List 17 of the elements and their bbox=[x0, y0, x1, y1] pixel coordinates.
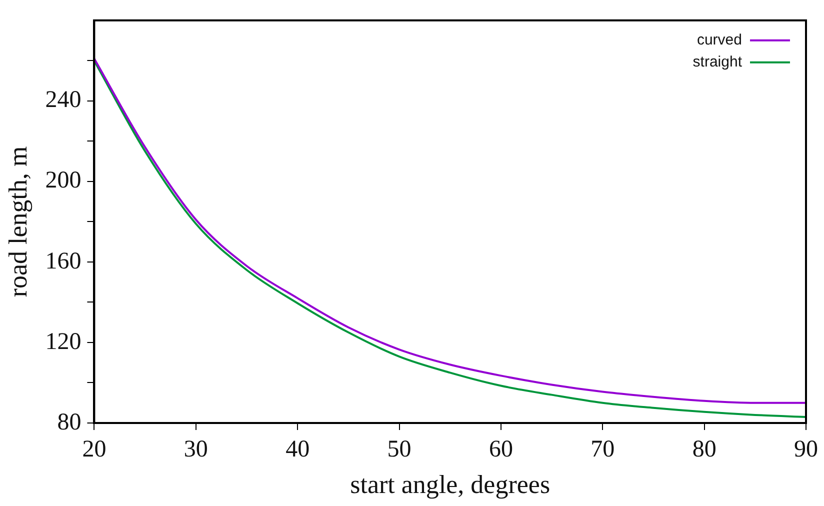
x-tick-label: 50 bbox=[387, 436, 412, 463]
x-tick-label: 70 bbox=[590, 436, 615, 463]
x-tick-label: 60 bbox=[488, 436, 513, 463]
y-tick-label: 200 bbox=[45, 168, 82, 194]
y-tick-label: 120 bbox=[45, 328, 82, 355]
x-axis-title: start angle, degrees bbox=[350, 470, 550, 500]
x-tick-label: 30 bbox=[184, 436, 208, 463]
y-tick-label: 160 bbox=[45, 248, 82, 274]
legend-label: straight bbox=[692, 54, 743, 71]
y-axis-title: road length, m bbox=[3, 146, 32, 298]
x-tick-label: 90 bbox=[794, 436, 818, 463]
x-tick-label: 40 bbox=[286, 436, 310, 463]
x-tick-label: 80 bbox=[692, 436, 716, 463]
y-tick-label: 80 bbox=[57, 409, 82, 436]
y-tick-label: 240 bbox=[45, 87, 82, 114]
x-tick-label: 20 bbox=[82, 436, 106, 463]
legend-label: curved bbox=[696, 32, 742, 49]
